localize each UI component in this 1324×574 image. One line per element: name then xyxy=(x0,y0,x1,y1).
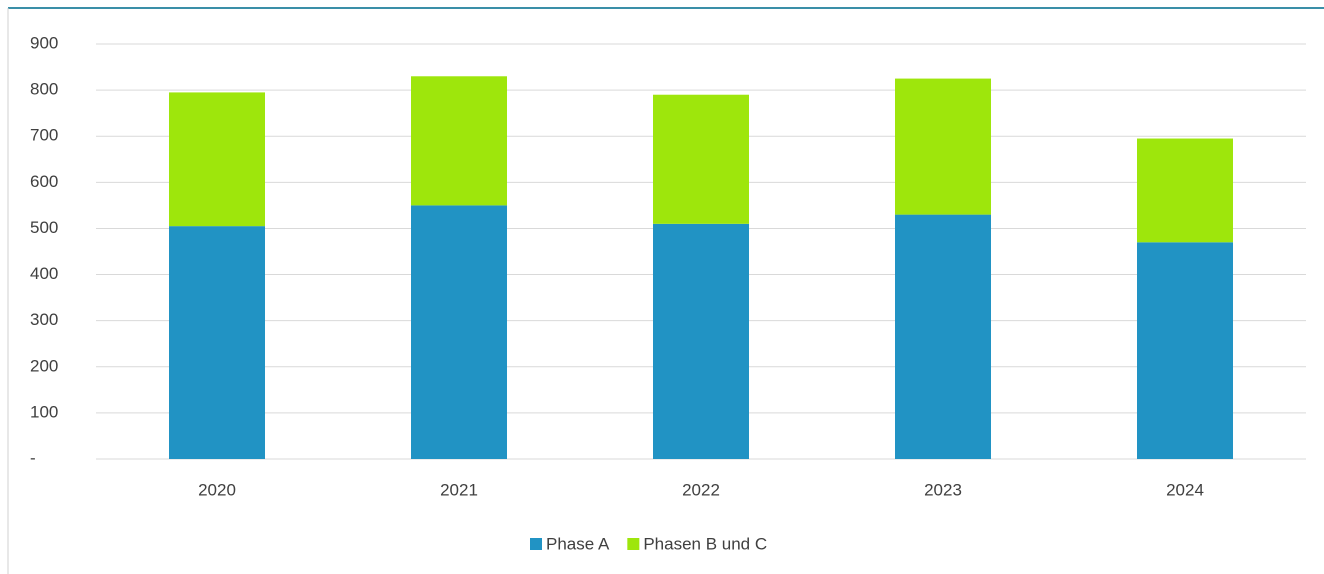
legend-swatch xyxy=(627,538,640,550)
x-tick-label: 2024 xyxy=(1166,480,1204,499)
bar-segment xyxy=(169,92,265,227)
legend-swatch xyxy=(530,538,542,550)
y-tick-label: 600 xyxy=(30,172,58,191)
y-tick-label: 800 xyxy=(30,80,58,99)
y-tick-label: 700 xyxy=(30,126,58,145)
y-tick-label: 200 xyxy=(30,356,58,375)
y-tick-label: 900 xyxy=(30,33,58,52)
bar-segment xyxy=(169,226,265,459)
bar-segment xyxy=(411,205,507,459)
legend-label: Phasen B und C xyxy=(643,534,767,553)
bar-segment xyxy=(653,223,749,459)
x-tick-label: 2021 xyxy=(440,480,478,499)
y-tick-label: 300 xyxy=(30,310,58,329)
bar-segment xyxy=(895,78,991,215)
x-tick-label: 2023 xyxy=(924,480,962,499)
bar-segment xyxy=(1137,242,1233,459)
bar-segment xyxy=(895,214,991,459)
y-tick-label: 100 xyxy=(30,402,58,421)
y-tick-label: - xyxy=(30,448,36,467)
y-tick-label: 400 xyxy=(30,264,58,283)
x-tick-label: 2020 xyxy=(198,480,236,499)
bar-segment xyxy=(653,94,749,224)
x-tick-label: 2022 xyxy=(682,480,720,499)
bar-segment xyxy=(411,76,507,206)
bar-segment xyxy=(1137,138,1233,243)
y-tick-label: 500 xyxy=(30,218,58,237)
legend-label: Phase A xyxy=(546,534,610,553)
